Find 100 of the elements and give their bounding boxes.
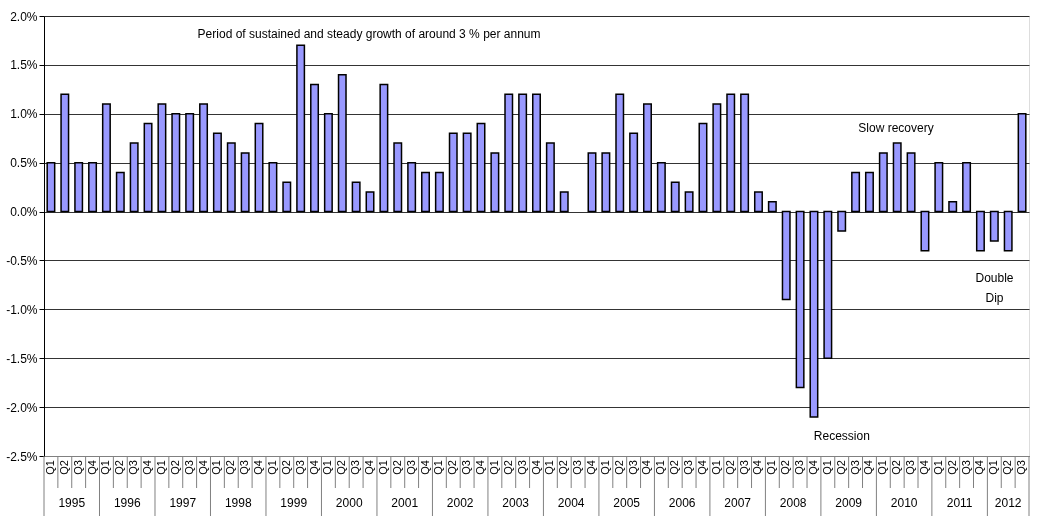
x-tick-label: Q1 (598, 460, 611, 475)
y-tick-label: -2.0% (6, 400, 38, 415)
x-tick-label: Q4 (363, 460, 376, 475)
text: 2004 (557, 496, 585, 510)
x-tick-label: Q2 (279, 460, 292, 475)
y-tick-label: 1.0% (10, 107, 38, 122)
x-tick-label: Q4 (418, 460, 431, 475)
x-tick-label: Q2 (390, 460, 403, 475)
text: 2001 (391, 496, 419, 510)
x-tick-label: Q3 (848, 460, 861, 475)
text: 1997 (169, 496, 197, 510)
text: 1996 (113, 496, 141, 510)
text: 2012 (994, 496, 1022, 510)
text: 2008 (779, 496, 807, 510)
text: 2002 (446, 496, 474, 510)
x-tick-label: Q4 (640, 460, 653, 475)
text: 1998 (224, 496, 252, 510)
x-tick-label: Q1 (931, 460, 944, 475)
x-tick-label: Q3 (404, 460, 417, 475)
x-tick-label: Q3 (515, 460, 528, 475)
text: 2000 (335, 496, 363, 510)
x-tick-label: Q4 (474, 460, 487, 475)
x-tick-label: Q1 (654, 460, 667, 475)
x-tick-label: Q1 (99, 460, 112, 475)
x-tick-label: Q2 (779, 460, 792, 475)
y-tick-label: -0.5% (6, 253, 38, 268)
x-tick-label: Q3 (904, 460, 917, 475)
x-tick-label: Q2 (723, 460, 736, 475)
x-tick-label: Q4 (141, 460, 154, 475)
y-tick-label: 2.0% (10, 9, 38, 24)
x-tick-label: Q4 (917, 460, 930, 475)
text: 2006 (668, 496, 696, 510)
x-tick-label: Q2 (1001, 460, 1014, 475)
y-tick-label: -1.0% (6, 302, 38, 317)
x-tick-label: Q1 (487, 460, 500, 475)
x-tick-label: Q2 (557, 460, 570, 475)
x-tick-label: Q1 (376, 460, 389, 475)
x-tick-label: Q1 (709, 460, 722, 475)
x-tick-label: Q1 (321, 460, 334, 475)
x-tick-label: Q4 (252, 460, 265, 475)
x-tick-label: Q4 (307, 460, 320, 475)
x-tick-label: Q3 (349, 460, 362, 475)
x-tick-label: Q1 (210, 460, 223, 475)
x-tick-label: Q2 (335, 460, 348, 475)
x-tick-label: Q1 (265, 460, 278, 475)
y-tick-label: -1.5% (6, 351, 38, 366)
x-tick-label: Q4 (584, 460, 597, 475)
x-tick-label: Q1 (987, 460, 1000, 475)
annotation: Slow recovery (858, 121, 934, 135)
x-tick-label: Q1 (765, 460, 778, 475)
x-tick-label: Q1 (154, 460, 167, 475)
x-tick-label: Q1 (820, 460, 833, 475)
x-tick-label: Q3 (793, 460, 806, 475)
text: 1999 (280, 496, 308, 510)
x-tick-label: Q3 (460, 460, 473, 475)
x-tick-label: Q4 (695, 460, 708, 475)
x-tick-label: Q3 (571, 460, 584, 475)
x-tick-label: Q2 (446, 460, 459, 475)
text: 2010 (890, 496, 918, 510)
x-tick-label: Q3 (127, 460, 140, 475)
x-tick-label: Q2 (945, 460, 958, 475)
x-tick-label: Q4 (862, 460, 875, 475)
x-tick-label: Q2 (612, 460, 625, 475)
text: 2007 (724, 496, 752, 510)
x-tick-label: Q2 (57, 460, 70, 475)
x-tick-label: Q3 (238, 460, 251, 475)
x-tick-label: Q4 (529, 460, 542, 475)
y-tick-label: 0.5% (10, 156, 38, 171)
x-tick-label: Q3 (293, 460, 306, 475)
text: 2003 (502, 496, 530, 510)
text: 2009 (835, 496, 863, 510)
x-tick-label: Q3 (1015, 460, 1028, 475)
annotation: Double Dip (975, 271, 1014, 305)
x-tick-label: Q3 (682, 460, 695, 475)
x-tick-label: Q3 (182, 460, 195, 475)
text: 1995 (58, 496, 86, 510)
x-tick-label: Q3 (737, 460, 750, 475)
x-tick-label: Q1 (876, 460, 889, 475)
y-tick-label: 1.5% (10, 58, 38, 73)
text: 2011 (946, 496, 973, 510)
annotation: Period of sustained and steady growth of around 3 % per annum (197, 27, 541, 41)
x-tick-label: Q2 (168, 460, 181, 475)
x-tick-label: Q3 (71, 460, 84, 475)
x-tick-label: Q4 (973, 460, 986, 475)
x-tick-label: Q3 (626, 460, 639, 475)
x-tick-label: Q4 (751, 460, 764, 475)
x-tick-label: Q2 (890, 460, 903, 475)
x-tick-label: Q4 (85, 460, 98, 475)
x-tick-label: Q4 (196, 460, 209, 475)
x-tick-label: Q2 (834, 460, 847, 475)
x-tick-label: Q1 (43, 460, 56, 475)
text: 2005 (613, 496, 641, 510)
x-tick-label: Q2 (501, 460, 514, 475)
x-tick-label: Q2 (113, 460, 126, 475)
x-tick-label: Q2 (224, 460, 237, 475)
y-tick-label: 0.0% (10, 205, 38, 220)
x-tick-label: Q3 (959, 460, 972, 475)
x-tick-label: Q1 (543, 460, 556, 475)
y-tick-label: -2.5% (6, 449, 38, 464)
annotation: Recession (813, 429, 870, 443)
